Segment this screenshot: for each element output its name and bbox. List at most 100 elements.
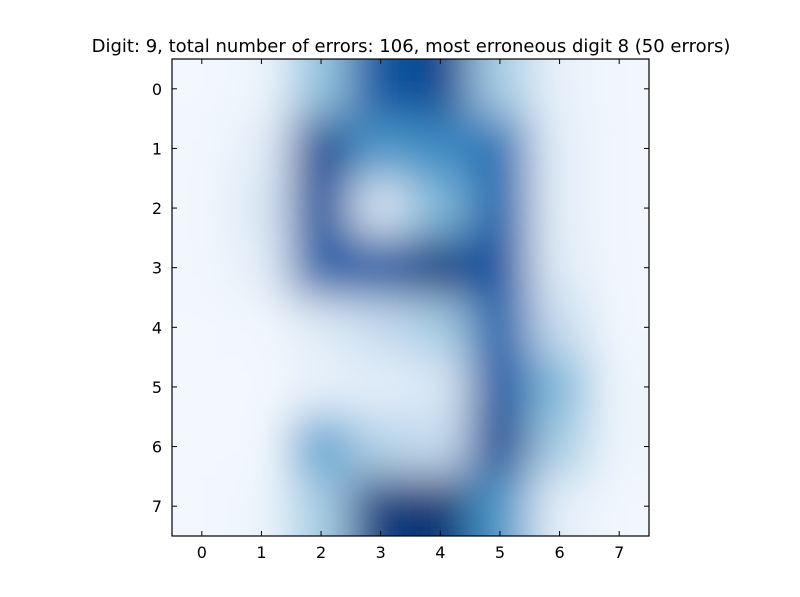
- heatmap-cell: [469, 297, 531, 358]
- heatmap-cell: [172, 59, 173, 120]
- heatmap-cell: [469, 356, 531, 418]
- y-tick-label: 0: [152, 80, 162, 99]
- heatmap-cell: [350, 118, 411, 179]
- heatmap-cell: [648, 118, 649, 179]
- plot-area: [172, 59, 649, 536]
- heatmap-cell: [588, 177, 649, 239]
- heatmap-cell: [172, 59, 233, 120]
- heatmap-cell: [172, 416, 233, 477]
- heatmap-cell: [172, 475, 173, 536]
- heatmap-cell: [172, 356, 233, 418]
- y-axis: 0 1 2 3 4 5 6 7: [152, 80, 649, 516]
- y-tick-label: 1: [152, 139, 162, 158]
- heatmap-cell: [469, 475, 531, 536]
- x-tick-label: 6: [554, 543, 564, 562]
- heatmap-cell: [529, 237, 590, 298]
- heatmap-cell: [588, 237, 649, 298]
- heatmap-cell: [648, 535, 649, 536]
- heatmap-cell: [529, 475, 590, 536]
- heatmap-cell: [410, 237, 471, 298]
- heatmap-cell: [648, 59, 649, 120]
- heatmap-cell: [350, 237, 411, 298]
- x-tick-label: 5: [495, 543, 505, 562]
- heatmap-cell: [410, 475, 471, 536]
- heatmap-cell: [588, 118, 649, 179]
- chart-title: Digit: 9, total number of errors: 106, m…: [92, 36, 731, 57]
- heatmap-cell: [231, 416, 292, 477]
- heatmap-cell: [172, 237, 173, 298]
- x-axis: 0 1 2 3 4 5 6 7: [197, 59, 624, 562]
- heatmap-cell: [529, 416, 590, 477]
- heatmap-cell: [231, 59, 292, 120]
- heatmap-cell: [588, 475, 649, 536]
- heatmap-cell: [469, 59, 531, 120]
- heatmap-cell: [231, 475, 292, 536]
- heatmap-cell: [529, 356, 590, 418]
- heatmap-cell: [172, 118, 233, 179]
- heatmap-cell: [290, 416, 352, 477]
- heatmap-cell: [529, 59, 590, 120]
- heatmap-cell: [469, 237, 531, 298]
- heatmap-cell: [410, 118, 471, 179]
- heatmap-cell: [469, 118, 531, 179]
- x-tick-label: 4: [435, 543, 445, 562]
- heatmap-cell: [231, 177, 292, 239]
- heatmap-cell: [172, 535, 173, 536]
- x-tick-label: 2: [316, 543, 326, 562]
- heatmap-cell: [172, 475, 233, 536]
- heatmap-cell: [290, 118, 352, 179]
- heatmap-cells: [172, 59, 649, 536]
- y-tick-label: 7: [152, 497, 162, 516]
- plot-frame: [171, 58, 650, 537]
- x-tick-label: 7: [614, 543, 624, 562]
- heatmap-cell: [290, 177, 352, 239]
- heatmap-cell: [350, 297, 411, 358]
- heatmap-cell: [231, 237, 292, 298]
- x-tick-label: 1: [256, 543, 266, 562]
- heatmap-cell: [588, 356, 649, 418]
- heatmap-cell: [231, 356, 292, 418]
- y-tick-label: 5: [152, 378, 162, 397]
- heatmap-cell: [290, 475, 352, 536]
- y-tick-label: 3: [152, 259, 162, 278]
- x-tick-label: 3: [376, 543, 386, 562]
- heatmap-cell: [231, 297, 292, 358]
- y-tick-label: 6: [152, 438, 162, 457]
- heatmap-cell: [290, 59, 352, 120]
- heatmap-cell: [350, 475, 411, 536]
- heatmap-cell: [350, 416, 411, 477]
- heatmap-cell: [410, 59, 471, 120]
- heatmap-cell: [648, 416, 649, 477]
- heatmap-cell: [588, 297, 649, 358]
- heatmap-cell: [172, 237, 233, 298]
- heatmap-cell: [172, 297, 233, 358]
- heatmap-cell: [350, 177, 411, 239]
- heatmap-cell: [172, 177, 173, 239]
- heatmap-cell: [172, 416, 173, 477]
- heatmap-cell: [290, 356, 352, 418]
- heatmap-cell: [529, 177, 590, 239]
- heatmap-cell: [648, 237, 649, 298]
- heatmap-cell: [350, 356, 411, 418]
- heatmap-cell: [529, 297, 590, 358]
- heatmap-cell: [588, 416, 649, 477]
- heatmap-cell: [410, 416, 471, 477]
- heatmap-cell: [231, 118, 292, 179]
- x-tick-label: 0: [197, 543, 207, 562]
- heatmap-cell: [648, 177, 649, 239]
- heatmap-cell: [410, 356, 471, 418]
- heatmap-cell: [290, 297, 352, 358]
- heatmap-cell: [648, 475, 649, 536]
- heatmap-cell: [588, 59, 649, 120]
- heatmap-cell: [469, 177, 531, 239]
- heatmap-cell: [648, 297, 649, 358]
- heatmap-cell: [410, 297, 471, 358]
- heatmap-cell: [290, 237, 352, 298]
- heatmap-cell: [469, 416, 531, 477]
- y-tick-label: 2: [152, 199, 162, 218]
- heatmap-cell: [648, 356, 649, 418]
- heatmap-cell: [172, 118, 173, 179]
- heatmap-cell: [410, 177, 471, 239]
- heatmap-cell: [172, 297, 173, 358]
